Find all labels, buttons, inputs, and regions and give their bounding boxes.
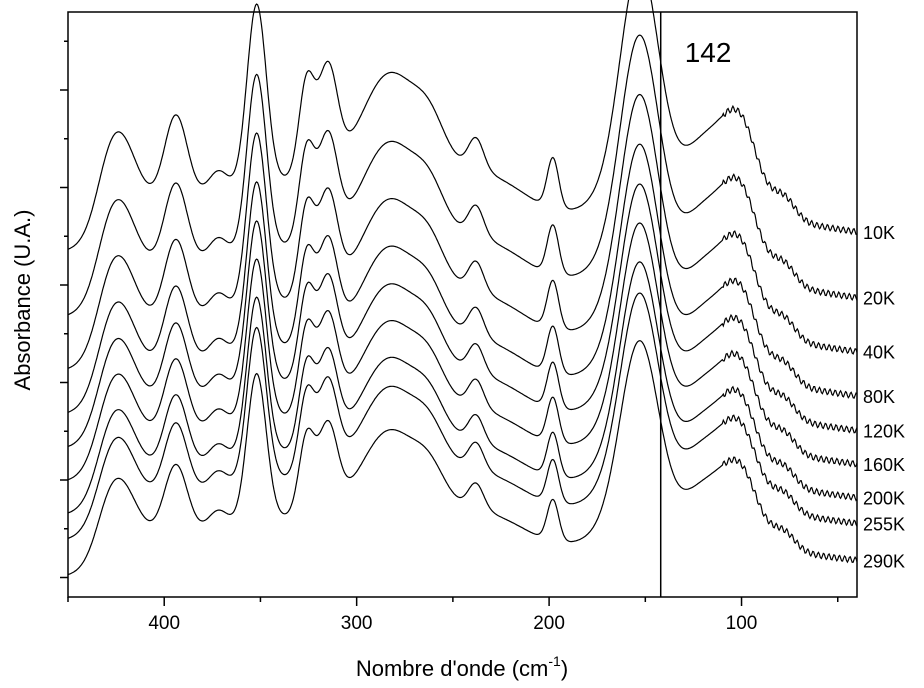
series-label-255K: 255K [863, 514, 905, 534]
series-line-200K [67, 261, 858, 514]
x-axis-ticks: 400 300 200 100 [67, 597, 839, 634]
series-line-255K [67, 292, 858, 539]
series-line-40K [67, 93, 858, 369]
x-axis-label-tail: ) [561, 656, 568, 681]
x-tick-label: 200 [533, 613, 565, 634]
series-label-200K: 200K [863, 489, 905, 509]
series-line-80K [67, 143, 858, 413]
series-label-80K: 80K [863, 387, 895, 407]
plot-frame [67, 11, 858, 598]
series-label-120K: 120K [863, 421, 905, 441]
series-line-10K [67, 0, 858, 250]
series-label-290K: 290K [863, 551, 905, 571]
x-axis-label: Nombre d'onde (cm-1) [356, 653, 568, 681]
series-line-160K [67, 222, 858, 481]
y-axis-label: Absorbance (U.A.) [10, 210, 35, 391]
annotation-142: 142 [685, 37, 732, 68]
spectra-series [67, 0, 858, 576]
x-axis-label-sup: -1 [548, 653, 561, 669]
series-labels: 10K 20K 40K 80K 120K 160K 200K 255K 290K [863, 223, 905, 571]
series-line-120K [67, 183, 858, 448]
series-label-40K: 40K [863, 343, 895, 363]
series-label-10K: 10K [863, 223, 895, 243]
series-label-20K: 20K [863, 289, 895, 309]
series-label-160K: 160K [863, 455, 905, 475]
x-tick-label: 300 [341, 613, 373, 634]
series-line-20K [67, 34, 858, 316]
series-line-290K [67, 340, 858, 576]
x-tick-label: 400 [148, 613, 180, 634]
x-axis-label-main: Nombre d'onde (cm [356, 656, 549, 681]
x-tick-label: 100 [726, 613, 758, 634]
y-axis-ticks [60, 40, 68, 579]
